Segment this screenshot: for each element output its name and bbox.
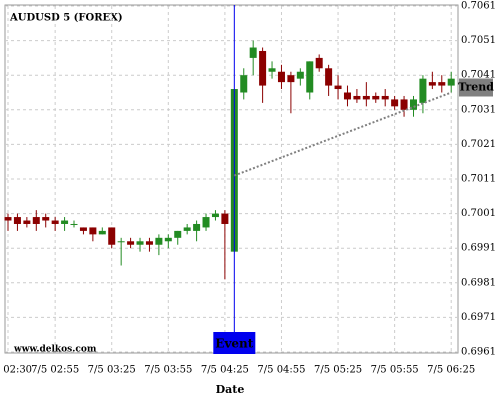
candle-body (136, 241, 144, 245)
y-tick-label: 0.7051 (461, 35, 496, 46)
y-tick-label: 0.7031 (461, 104, 496, 115)
candle-body (306, 61, 314, 93)
candle-body (155, 237, 163, 245)
candle-body (108, 227, 116, 245)
candle-body (400, 99, 408, 110)
x-tick-label: 7/5 06:25 (427, 365, 475, 376)
candle-body (79, 227, 87, 231)
candle-body (98, 230, 106, 235)
candle-body (23, 220, 31, 224)
trend-line (233, 91, 452, 177)
y-tick-label: 0.6991 (461, 243, 496, 254)
y-tick-label: 0.7061 (461, 1, 496, 12)
candle-body (428, 82, 436, 86)
candle-body (51, 220, 59, 224)
y-tick-label: 0.6981 (461, 277, 496, 288)
trend-label-box (459, 78, 493, 97)
candle-body (325, 68, 333, 86)
candle-body (174, 230, 182, 238)
candle-body (145, 241, 153, 245)
chart-title: AUDUSD 5 (FOREX) (9, 13, 123, 24)
candle-body (353, 95, 361, 100)
y-tick-label: 0.7021 (461, 139, 496, 150)
candle-body (164, 237, 172, 242)
candle-body (13, 217, 21, 224)
candle-body (343, 92, 351, 100)
candle-body (391, 99, 399, 107)
x-tick-label: 7/5 02:30 (0, 365, 32, 376)
candle-body (183, 227, 191, 231)
candle-body (221, 213, 229, 224)
candle-body (277, 71, 285, 83)
candle-body (334, 85, 342, 90)
y-tick-label: 0.7011 (461, 174, 496, 185)
candle-body (419, 78, 427, 103)
candle-body (32, 217, 40, 224)
candle-body (268, 68, 276, 72)
x-tick-label: 7/5 04:25 (201, 365, 249, 376)
candle-body (211, 213, 219, 218)
candle-body (315, 57, 323, 69)
x-tick-label: 7/5 03:55 (144, 365, 192, 376)
event-label-box (213, 332, 256, 354)
candle-body (127, 241, 135, 245)
candle-body (259, 50, 267, 86)
x-axis-label: Date (216, 383, 245, 396)
y-tick-label: 0.7001 (461, 208, 496, 219)
x-tick-label: 7/5 05:25 (314, 365, 362, 376)
x-tick-label: 7/5 04:55 (257, 365, 305, 376)
candle-body (61, 220, 69, 224)
trend-label: Trend (458, 81, 494, 94)
candle-body (381, 95, 389, 100)
x-tick-label: 7/5 02:55 (31, 365, 79, 376)
candle-body (287, 75, 295, 83)
candle-body (4, 217, 12, 221)
candle-body (89, 227, 97, 235)
y-tick-label: 0.6961 (461, 347, 496, 358)
candle-body (409, 99, 417, 110)
candle-body (296, 71, 304, 79)
candle-body (438, 82, 446, 86)
x-tick-label: 7/5 03:25 (88, 365, 136, 376)
event-label: Event (215, 337, 253, 351)
candle-body (249, 47, 257, 58)
x-tick-label: 7/5 05:55 (371, 365, 419, 376)
y-tick-label: 0.6971 (461, 312, 496, 323)
candle-body (70, 223, 78, 225)
candle-body (117, 241, 125, 243)
candle-body (240, 75, 248, 93)
candle-body (202, 217, 210, 228)
candle-body (447, 78, 455, 86)
y-tick-label: 0.7041 (461, 70, 496, 81)
candle-body (42, 217, 50, 221)
candle-body (372, 95, 380, 100)
candle-body (193, 223, 201, 231)
candle-body (362, 95, 370, 100)
